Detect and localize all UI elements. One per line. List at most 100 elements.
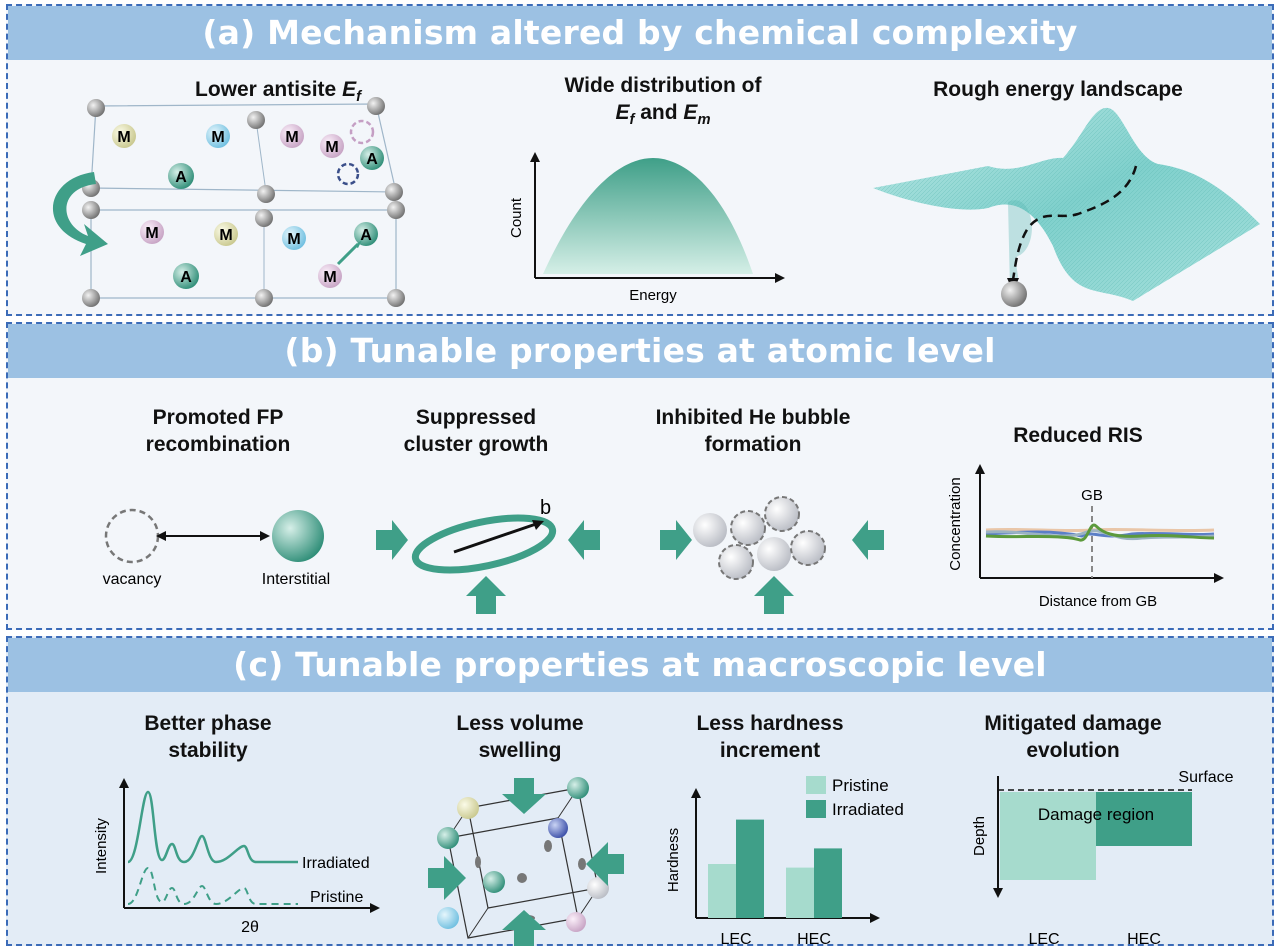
panel-c-title: (c) Tunable properties at macroscopic le… — [8, 638, 1272, 692]
title-line: swelling — [478, 739, 562, 762]
hec-damage-region — [1096, 792, 1192, 846]
bar-irradiated-hec — [814, 848, 842, 918]
pristine-curve — [127, 866, 298, 906]
title-line: recombination — [145, 433, 291, 456]
hardness-bars — [708, 819, 842, 918]
title-line: cluster growth — [403, 433, 549, 456]
bar-pristine-hec — [786, 867, 814, 918]
landscape-title: Rough energy landscape — [933, 78, 1183, 101]
atom-m-label: M — [145, 225, 158, 242]
irradiated-curve — [127, 790, 298, 864]
irradiated-label: Irradiated — [302, 855, 370, 872]
energy-axis-label: Energy — [629, 287, 677, 304]
pristine-label: Pristine — [310, 889, 363, 906]
atom-m-label: M — [211, 129, 224, 146]
arrow-right-icon — [660, 520, 692, 560]
corner-atoms — [82, 97, 405, 307]
bar-irradiated-lec — [736, 819, 764, 918]
distribution-curve — [543, 158, 753, 274]
distribution-plot: Count Energy — [508, 152, 785, 304]
title-line: increment — [719, 739, 821, 762]
arrow-right-icon — [428, 856, 466, 900]
atom-m-label: M — [117, 129, 130, 146]
depth-axis-label: Depth — [971, 816, 988, 856]
arrow-up-icon — [502, 910, 546, 946]
category-label: LEC — [720, 931, 751, 948]
antisite-lattice-diagram: M M M M A A M M M A M A — [52, 97, 405, 307]
atom-a-label: A — [360, 227, 372, 244]
arrow-left-icon — [586, 842, 624, 886]
ris-line — [985, 530, 1215, 538]
ef-subscript: f — [356, 89, 361, 106]
he-bubble-diagram — [660, 496, 884, 614]
title-line: Promoted FP — [152, 406, 284, 429]
distance-axis-label: Distance from GB — [1039, 593, 1157, 610]
damage-region-label: Damage region — [1038, 805, 1154, 824]
category-label: HEC — [797, 931, 831, 948]
and-text: and — [634, 101, 684, 124]
antisite-title: Lower antisite Ef — [168, 76, 388, 111]
ef-subscript: f — [629, 112, 635, 129]
ris-line — [985, 523, 1215, 542]
em-symbol: E — [683, 101, 698, 124]
xrd-plot: Irradiated Pristine Intensity 2θ — [93, 778, 380, 936]
panel-mechanism: (a) Mechanism altered by chemical comple… — [6, 4, 1274, 316]
interstitial-label: Interstitial — [262, 571, 330, 588]
atom-m-label: M — [285, 129, 298, 146]
arrow-left-icon — [568, 520, 600, 560]
hardness-bar-chart: Pristine Irradiated Hardness LEC HEC — [665, 776, 904, 948]
panel-macroscopic: (c) Tunable properties at macroscopic le… — [6, 636, 1274, 948]
volume-swelling-title: Less volume swelling — [420, 710, 620, 764]
legend-pristine-label: Pristine — [832, 776, 889, 795]
title-line: Better phase — [144, 712, 272, 735]
ef-symbol: E — [615, 101, 630, 124]
panel-atomic: (b) Tunable properties at atomic level P… — [6, 322, 1274, 630]
arrow-down-icon — [502, 778, 546, 814]
title-line: Mitigated damage — [984, 712, 1162, 735]
distribution-title: Wide distribution of Ef and Em — [513, 72, 813, 134]
energy-landscape-surface — [873, 107, 1260, 307]
cluster-growth-diagram: b — [376, 497, 600, 614]
atom-m-label: M — [323, 269, 336, 286]
he-bubble-title: Inhibited He bubble formation — [618, 404, 888, 458]
category-label: HEC — [1127, 931, 1161, 948]
title-line: formation — [704, 433, 802, 456]
distribution-title-line2: Ef and Em — [513, 99, 813, 134]
arrow-up-icon — [754, 576, 794, 614]
legend-pristine-swatch — [806, 776, 826, 794]
swap-arrow-icon — [52, 172, 108, 256]
legend-irradiated-label: Irradiated — [832, 800, 904, 819]
title-line: Suppressed — [415, 406, 537, 429]
count-axis-label: Count — [508, 197, 525, 238]
damage-evolution-title: Mitigated damage evolution — [958, 710, 1188, 764]
swelling-cube-diagram — [428, 777, 624, 946]
phase-stability-title: Better phase stability — [108, 710, 308, 764]
fp-recombination-diagram: vacancy Interstitial — [103, 508, 330, 588]
title-line: Less volume — [456, 712, 584, 735]
lec-damage-region — [1000, 792, 1096, 880]
distribution-title-line1: Wide distribution of — [564, 74, 762, 97]
antisite-title-text: Lower antisite — [195, 78, 337, 101]
fp-recombination-title: Promoted FP recombination — [98, 404, 338, 458]
cluster-growth-title: Suppressed cluster growth — [356, 404, 596, 458]
panel-a-title: (a) Mechanism altered by chemical comple… — [8, 6, 1272, 60]
title-line: stability — [168, 739, 248, 762]
legend-irradiated-swatch — [806, 800, 826, 818]
hardness-axis-label: Hardness — [665, 828, 682, 892]
interstitial-icon — [272, 510, 324, 562]
arrow-right-icon — [376, 520, 408, 560]
em-subscript: m — [697, 112, 711, 129]
bar-pristine-lec — [708, 864, 736, 918]
dislocation-loop — [411, 514, 557, 574]
atom-m-label: M — [219, 227, 232, 244]
ball-icon — [1001, 281, 1027, 307]
surface-label: Surface — [1178, 769, 1233, 786]
category-label: LEC — [1028, 931, 1059, 948]
gb-marker-label: GB — [1081, 487, 1103, 504]
title-line: evolution — [1026, 739, 1120, 762]
title-line: Inhibited He bubble — [655, 406, 851, 429]
arrow-left-icon — [852, 520, 884, 560]
atom-a-label: A — [366, 151, 378, 168]
two-theta-axis-label: 2θ — [241, 919, 259, 936]
intensity-axis-label: Intensity — [93, 818, 110, 874]
